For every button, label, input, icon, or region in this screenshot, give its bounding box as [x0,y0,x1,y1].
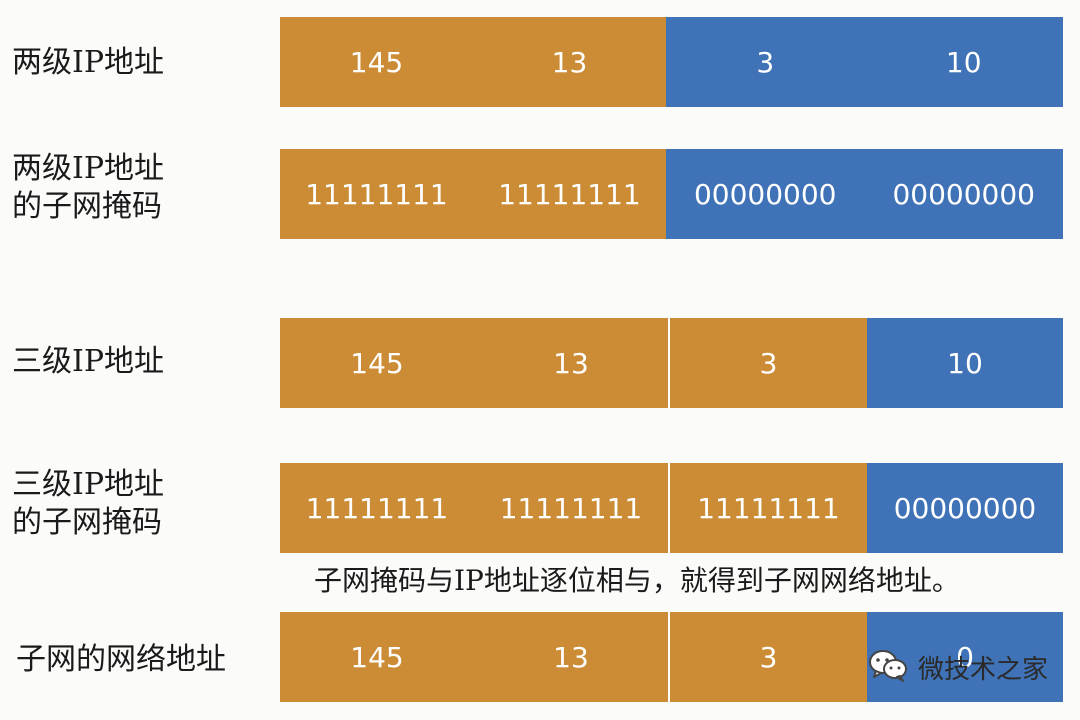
network-segment: 11111111 11111111 [280,149,666,239]
octet-value: 3 [759,346,778,380]
subnet-segment: 3 [668,318,867,408]
octet-value: 145 [349,45,404,79]
octet-value: 11111111 [499,491,643,525]
octet-value: 3 [756,45,775,79]
bar-three-level-mask: 11111111 11111111 11111111 00000000 [280,463,1063,553]
row-label-three-level-mask: 三级IP地址 的子网掩码 [12,467,165,540]
row-label-two-level-ip: 两级IP地址 [12,45,165,80]
host-segment: 0 [867,612,1063,702]
subnet-segment: 11111111 [668,463,867,553]
octet-value: 11111111 [697,491,840,525]
bar-two-level-mask: 11111111 11111111 00000000 00000000 [280,149,1063,239]
host-segment: 10 [867,318,1063,408]
network-segment: 145 13 [280,612,668,702]
octet-value: 00000000 [892,177,1035,211]
octet-value: 10 [947,346,983,380]
octet-value: 13 [553,346,589,380]
octet-value: 00000000 [693,177,837,211]
host-segment: 00000000 [867,463,1063,553]
watermark-text: 微技术之家 [918,654,1049,685]
octet-value: 0 [956,640,974,674]
octet-value: 3 [759,640,778,674]
and-operation-note: 子网掩码与IP地址逐位相与，就得到子网网络地址。 [314,564,960,597]
row-label-three-level-ip: 三级IP地址 [12,344,165,379]
octet-value: 11111111 [305,491,449,525]
octet-value: 13 [551,45,588,79]
octet-value: 13 [553,640,589,674]
octet-value: 145 [350,640,404,674]
network-segment: 11111111 11111111 [280,463,668,553]
octet-value: 145 [350,346,404,380]
bar-subnet-address: 145 13 3 0 [280,612,1063,702]
watermark: 微技术之家 [868,648,1048,686]
host-segment: 00000000 00000000 [666,149,1063,239]
wechat-icon [868,648,908,686]
network-segment: 145 13 [280,17,666,107]
octet-value: 11111111 [498,177,641,211]
bar-two-level-ip: 145 13 3 10 [280,17,1063,107]
host-segment: 3 10 [666,17,1063,107]
row-label-subnet-address: 子网的网络地址 [16,642,226,677]
row-label-two-level-mask: 两级IP地址 的子网掩码 [12,151,165,224]
subnet-segment: 3 [668,612,867,702]
octet-value: 00000000 [893,491,1037,525]
network-segment: 145 13 [280,318,668,408]
octet-value: 11111111 [305,177,448,211]
octet-value: 10 [945,45,982,79]
bar-three-level-ip: 145 13 3 10 [280,318,1063,408]
